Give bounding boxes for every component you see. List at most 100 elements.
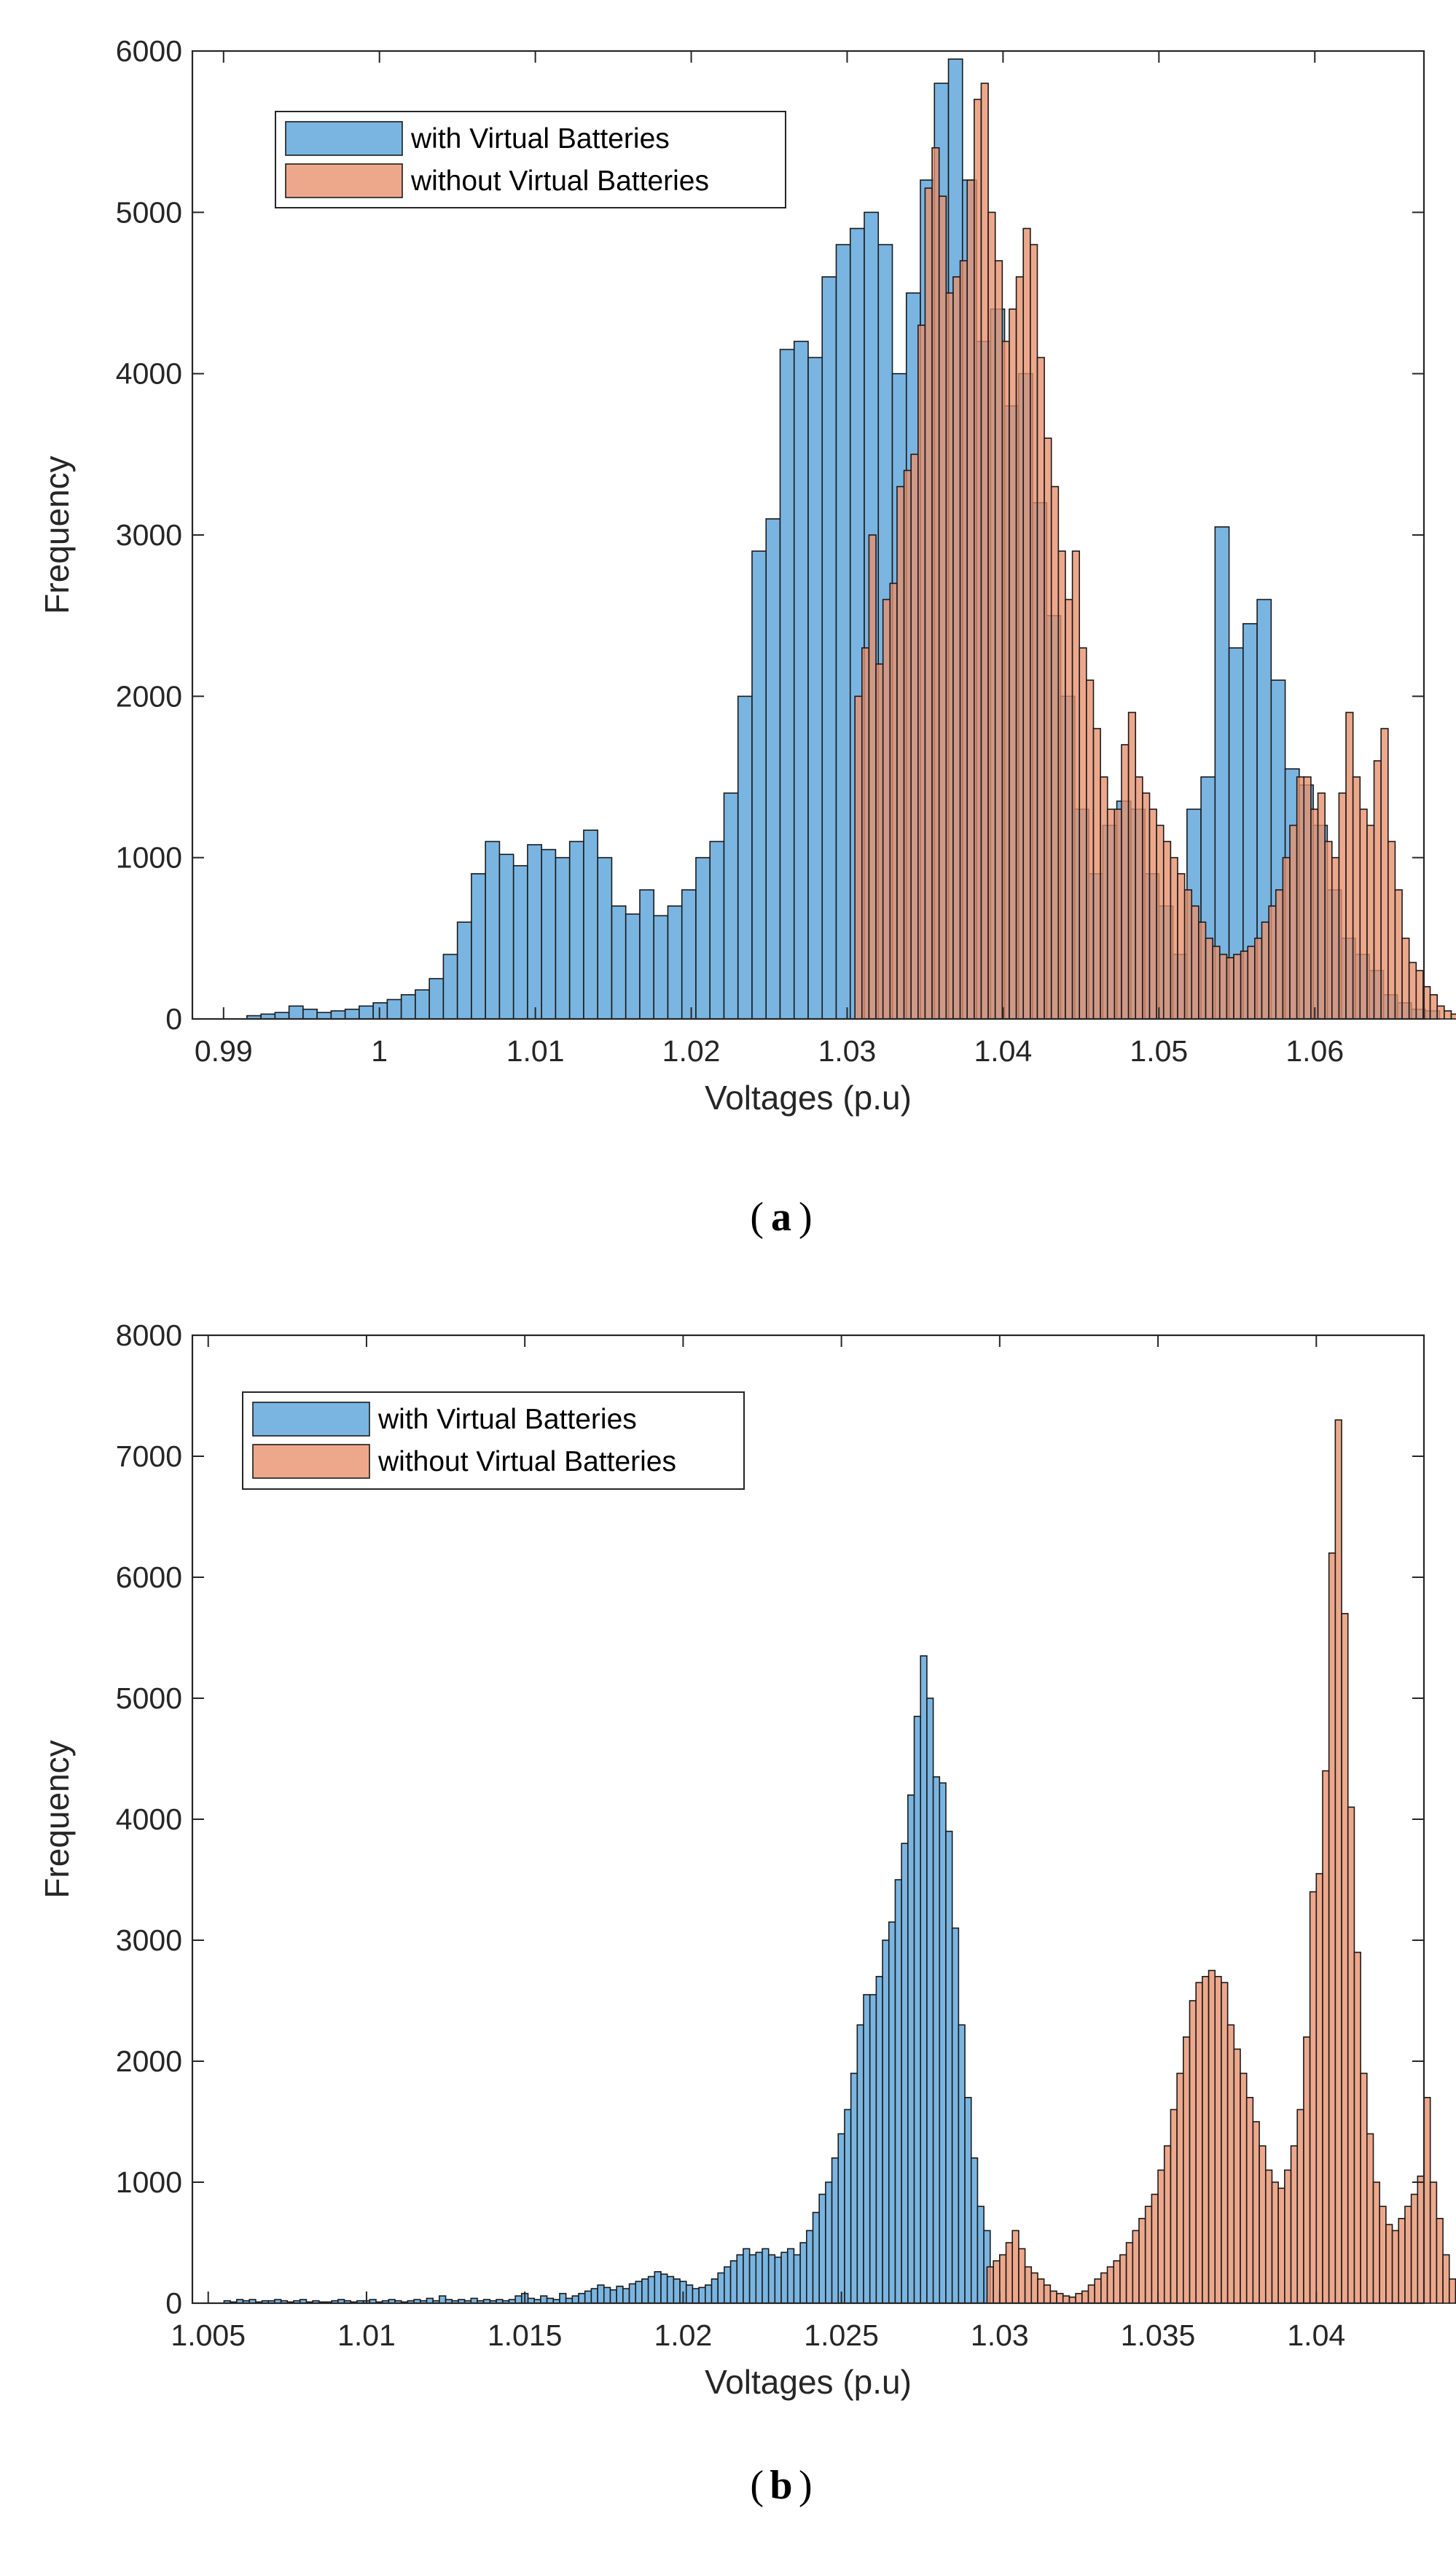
bar-a-without bbox=[1240, 950, 1249, 1020]
bar-a-without bbox=[875, 663, 884, 1020]
bar-b-with bbox=[584, 2290, 592, 2304]
bar-a-without bbox=[1380, 727, 1389, 1020]
x-tick-label: 1.035 bbox=[1121, 2318, 1196, 2352]
bar-a-without bbox=[854, 695, 863, 1020]
bar-a-with bbox=[639, 889, 655, 1020]
bar-a-without bbox=[1015, 276, 1025, 1020]
bar-b-with bbox=[920, 1655, 928, 2304]
bar-a-without bbox=[1373, 760, 1382, 1020]
bar-a-without bbox=[1183, 889, 1193, 1020]
bar-a-without bbox=[882, 598, 891, 1020]
y-tick-label: 6000 bbox=[116, 34, 182, 68]
bar-b-with bbox=[901, 1843, 909, 2304]
bar-a-with bbox=[695, 856, 711, 1020]
bar-b-without bbox=[1442, 2254, 1450, 2304]
bar-b-with bbox=[907, 1794, 915, 2304]
bar-b-without bbox=[1183, 2036, 1191, 2304]
bar-b-with bbox=[932, 1776, 941, 2304]
bar-b-with bbox=[597, 2284, 605, 2304]
bar-a-without bbox=[1233, 953, 1242, 1020]
legend-label-without: without Virtual Batteries bbox=[377, 1446, 676, 1477]
bar-b-without bbox=[1100, 2272, 1108, 2304]
bar-b-with bbox=[945, 1830, 953, 2304]
bar-b-without bbox=[1024, 2266, 1033, 2304]
bar-b-with bbox=[729, 2260, 738, 2304]
bar-a-without bbox=[1338, 792, 1347, 1020]
bar-b-with bbox=[863, 1993, 871, 2304]
bar-b-with bbox=[641, 2278, 649, 2304]
bar-a-with bbox=[527, 844, 542, 1020]
bar-b-with bbox=[831, 2157, 839, 2304]
bar-a-with bbox=[667, 905, 683, 1020]
bar-b-with bbox=[856, 2024, 864, 2304]
y-axis-label: Frequency bbox=[38, 456, 76, 614]
bar-a-without bbox=[1282, 856, 1291, 1020]
bar-a-with bbox=[653, 915, 669, 1020]
bar-b-without bbox=[1436, 2218, 1444, 2304]
caption-letter: a bbox=[771, 1195, 791, 1240]
bar-b-with bbox=[976, 2206, 985, 2304]
bar-a-without bbox=[1310, 808, 1319, 1020]
x-tick-label: 1.03 bbox=[818, 1034, 877, 1068]
bar-a-without bbox=[1205, 937, 1213, 1020]
bar-b-with bbox=[692, 2288, 700, 2304]
bar-a-without bbox=[1450, 1013, 1456, 1020]
bar-a-without bbox=[1092, 727, 1101, 1020]
bar-a-with bbox=[344, 1008, 360, 1020]
bar-a-without bbox=[1198, 921, 1207, 1020]
bar-b-without bbox=[1259, 2145, 1267, 2304]
bar-a-without bbox=[1331, 856, 1340, 1020]
bar-b-without bbox=[1018, 2248, 1026, 2304]
bar-a-without bbox=[868, 534, 877, 1020]
bar-b-without bbox=[1144, 2206, 1153, 2304]
bar-a-without bbox=[1324, 840, 1333, 1020]
bar-a-without bbox=[1022, 227, 1031, 1020]
bar-a-without bbox=[1050, 485, 1060, 1020]
bar-a-with bbox=[737, 695, 753, 1020]
bar-b-without bbox=[1221, 1982, 1229, 2304]
bar-a-without bbox=[1044, 437, 1052, 1020]
y-tick-label: 6000 bbox=[116, 1560, 182, 1594]
bar-b-without bbox=[1284, 2169, 1292, 2304]
bar-b-without bbox=[1410, 2193, 1419, 2304]
bar-a-with bbox=[428, 977, 445, 1020]
bar-a-without bbox=[974, 98, 982, 1020]
y-tick-label: 3000 bbox=[116, 1923, 182, 1957]
y-tick-label: 1000 bbox=[116, 2165, 182, 2199]
bar-b-with bbox=[780, 2251, 788, 2304]
bar-b-with bbox=[926, 1698, 934, 2304]
x-tick-label: 1 bbox=[371, 1034, 388, 1068]
bar-b-without bbox=[1106, 2266, 1115, 2304]
bar-b-without bbox=[1448, 2278, 1456, 2304]
bar-a-with bbox=[359, 1005, 374, 1020]
bar-a-without bbox=[1268, 905, 1277, 1020]
bar-a-without bbox=[917, 324, 926, 1020]
bar-b-with bbox=[951, 1927, 960, 2304]
bar-b-without bbox=[1264, 2169, 1273, 2304]
x-axis-label: Voltages (p.u) bbox=[705, 1079, 912, 1117]
bar-b-with bbox=[825, 2181, 833, 2304]
bar-a-without bbox=[1079, 647, 1087, 1020]
x-tick-label: 1.025 bbox=[804, 2318, 879, 2352]
y-tick-label: 2000 bbox=[116, 2044, 182, 2078]
bar-a-without bbox=[1317, 792, 1326, 1020]
bar-b-without bbox=[1119, 2254, 1127, 2304]
bar-a-with bbox=[400, 994, 416, 1020]
bar-a-with bbox=[779, 348, 795, 1020]
bar-b-with bbox=[736, 2254, 744, 2304]
bar-a-with bbox=[723, 792, 739, 1020]
bar-b-with bbox=[964, 2097, 972, 2304]
bar-b-with bbox=[869, 1993, 877, 2304]
bar-b-with bbox=[837, 2133, 845, 2304]
bar-a-without bbox=[1444, 1010, 1452, 1020]
bar-a-without bbox=[1135, 776, 1143, 1020]
bar-a-without bbox=[1261, 921, 1269, 1020]
bar-b-without bbox=[1037, 2278, 1045, 2304]
bar-b-with bbox=[939, 1782, 947, 2304]
bar-a-with bbox=[471, 873, 486, 1020]
bar-b-without bbox=[1195, 1982, 1203, 2304]
bar-a-without bbox=[1401, 937, 1410, 1020]
x-tick-label: 1.06 bbox=[1285, 1034, 1344, 1068]
bar-a-with bbox=[302, 1008, 318, 1020]
